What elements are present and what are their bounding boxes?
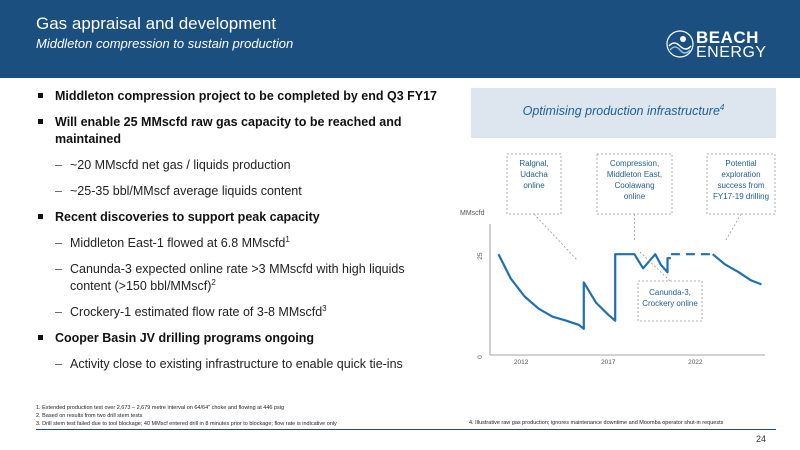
bullet-item: Middleton compression project to be comp… (36, 88, 446, 105)
bullet-text: Middleton East-1 flowed at 6.8 MMscfd (70, 236, 286, 250)
annotation-text: FY17-19 drilling (713, 192, 769, 201)
footnote-4: 4. Illustrative raw gas production; igno… (469, 420, 724, 426)
annotation-text: Canunda-3, (649, 288, 691, 297)
logo-mark-icon (666, 30, 694, 58)
bullet-text: ~20 MMscfd net gas / liquids production (70, 158, 291, 172)
annotation-text: success from (717, 181, 764, 190)
y-tick-label: 0 (477, 355, 484, 359)
sub-bullet-item: ~25-35 bbl/MMscf average liquids content (36, 183, 446, 200)
annotation-box (706, 153, 776, 215)
callout-panel-label: Optimising production infrastructure (522, 104, 720, 118)
production-line (711, 253, 762, 286)
annotation-text: Middleton East, (607, 170, 662, 179)
beach-energy-logo: BEACH ENERGY (666, 26, 770, 66)
annotation-box (506, 153, 562, 215)
header-bar: Gas appraisal and development Middleton … (0, 0, 800, 78)
annotation-leader-line (533, 213, 578, 261)
callout-panel: Optimising production infrastructure4 (471, 88, 776, 138)
footnotes: 1. Extended production test over 2,673 –… (36, 404, 436, 428)
annotation-leader-line (725, 213, 742, 241)
footnote-ref: 1 (285, 234, 290, 244)
annotation-text: Ralgnal, (519, 159, 548, 168)
bullet-list: Middleton compression project to be comp… (36, 88, 446, 382)
x-tick-label: 2022 (688, 359, 703, 366)
footnote-ref: 3 (322, 303, 327, 313)
x-tick-label: 2017 (601, 359, 616, 366)
annotation-box (637, 280, 703, 322)
y-axis-label: MMscfd (460, 210, 485, 217)
callout-panel-sup: 4 (719, 102, 725, 112)
sub-bullet-item: Crockery-1 estimated flow rate of 3-8 MM… (36, 304, 446, 321)
bullet-text: Will enable 25 MMscfd raw gas capacity t… (55, 115, 402, 146)
annotation-text: Udacha (520, 170, 548, 179)
bullet-text: Middleton compression project to be comp… (55, 89, 438, 103)
sub-bullet-item: Canunda-3 expected online rate >3 MMscfd… (36, 261, 446, 295)
logo-text-beach: BEACH (696, 28, 759, 47)
footnote-2: 2. Based on results from two drill stem … (36, 413, 143, 419)
bullet-text: Crockery-1 estimated flow rate of 3-8 MM… (70, 305, 323, 319)
bullet-item: Recent discoveries to support peak capac… (36, 209, 446, 226)
bullet-text: Recent discoveries to support peak capac… (55, 210, 320, 224)
annotation-text: exploration (721, 170, 760, 179)
x-tick-label: 2012 (514, 359, 529, 366)
annotation-text: online (624, 192, 646, 201)
footer-divider (36, 429, 776, 430)
bullet-item: Will enable 25 MMscfd raw gas capacity t… (36, 114, 446, 148)
bullet-item: Cooper Basin JV drilling programs ongoin… (36, 330, 446, 347)
bullet-text: Canunda-3 expected online rate >3 MMscfd… (70, 262, 405, 293)
sub-bullet-item: Middleton East-1 flowed at 6.8 MMscfd1 (36, 235, 446, 252)
page-subtitle: Middleton compression to sustain product… (36, 36, 294, 51)
bullet-text: ~25-35 bbl/MMscf average liquids content (70, 184, 302, 198)
annotation-text: Crockery online (642, 299, 698, 308)
sub-bullet-item: Activity close to existing infrastructur… (36, 356, 446, 373)
annotation-text: Coolawang (614, 181, 654, 190)
callout-panel-text: Optimising production infrastructure4 (471, 102, 776, 118)
annotation-leader-line (637, 249, 671, 282)
annotation-box (596, 153, 673, 215)
footnote-ref: 2 (211, 277, 216, 287)
footnote-1: 1. Extended production test over 2,673 –… (36, 405, 285, 411)
annotation-text: Compression, (610, 159, 659, 168)
y-tick-label: 25 (477, 252, 484, 260)
footnote-3: 3. Drill stem test failed due to tool bl… (36, 421, 337, 427)
page-title: Gas appraisal and development (36, 14, 277, 33)
page-number: 24 (756, 434, 767, 444)
logo-text-energy: ENERGY (696, 44, 767, 61)
production-chart: MMscfd 0 25 2012 2017 2022 Ralgnal, Udacha onlin… (460, 153, 776, 366)
production-line (497, 253, 671, 330)
annotation-text: Potential (725, 159, 756, 168)
sub-bullet-item: ~20 MMscfd net gas / liquids production (36, 157, 446, 174)
bullet-text: Activity close to existing infrastructur… (70, 357, 403, 371)
annotation-text: online (523, 181, 545, 190)
bullet-text: Cooper Basin JV drilling programs ongoin… (55, 331, 315, 345)
